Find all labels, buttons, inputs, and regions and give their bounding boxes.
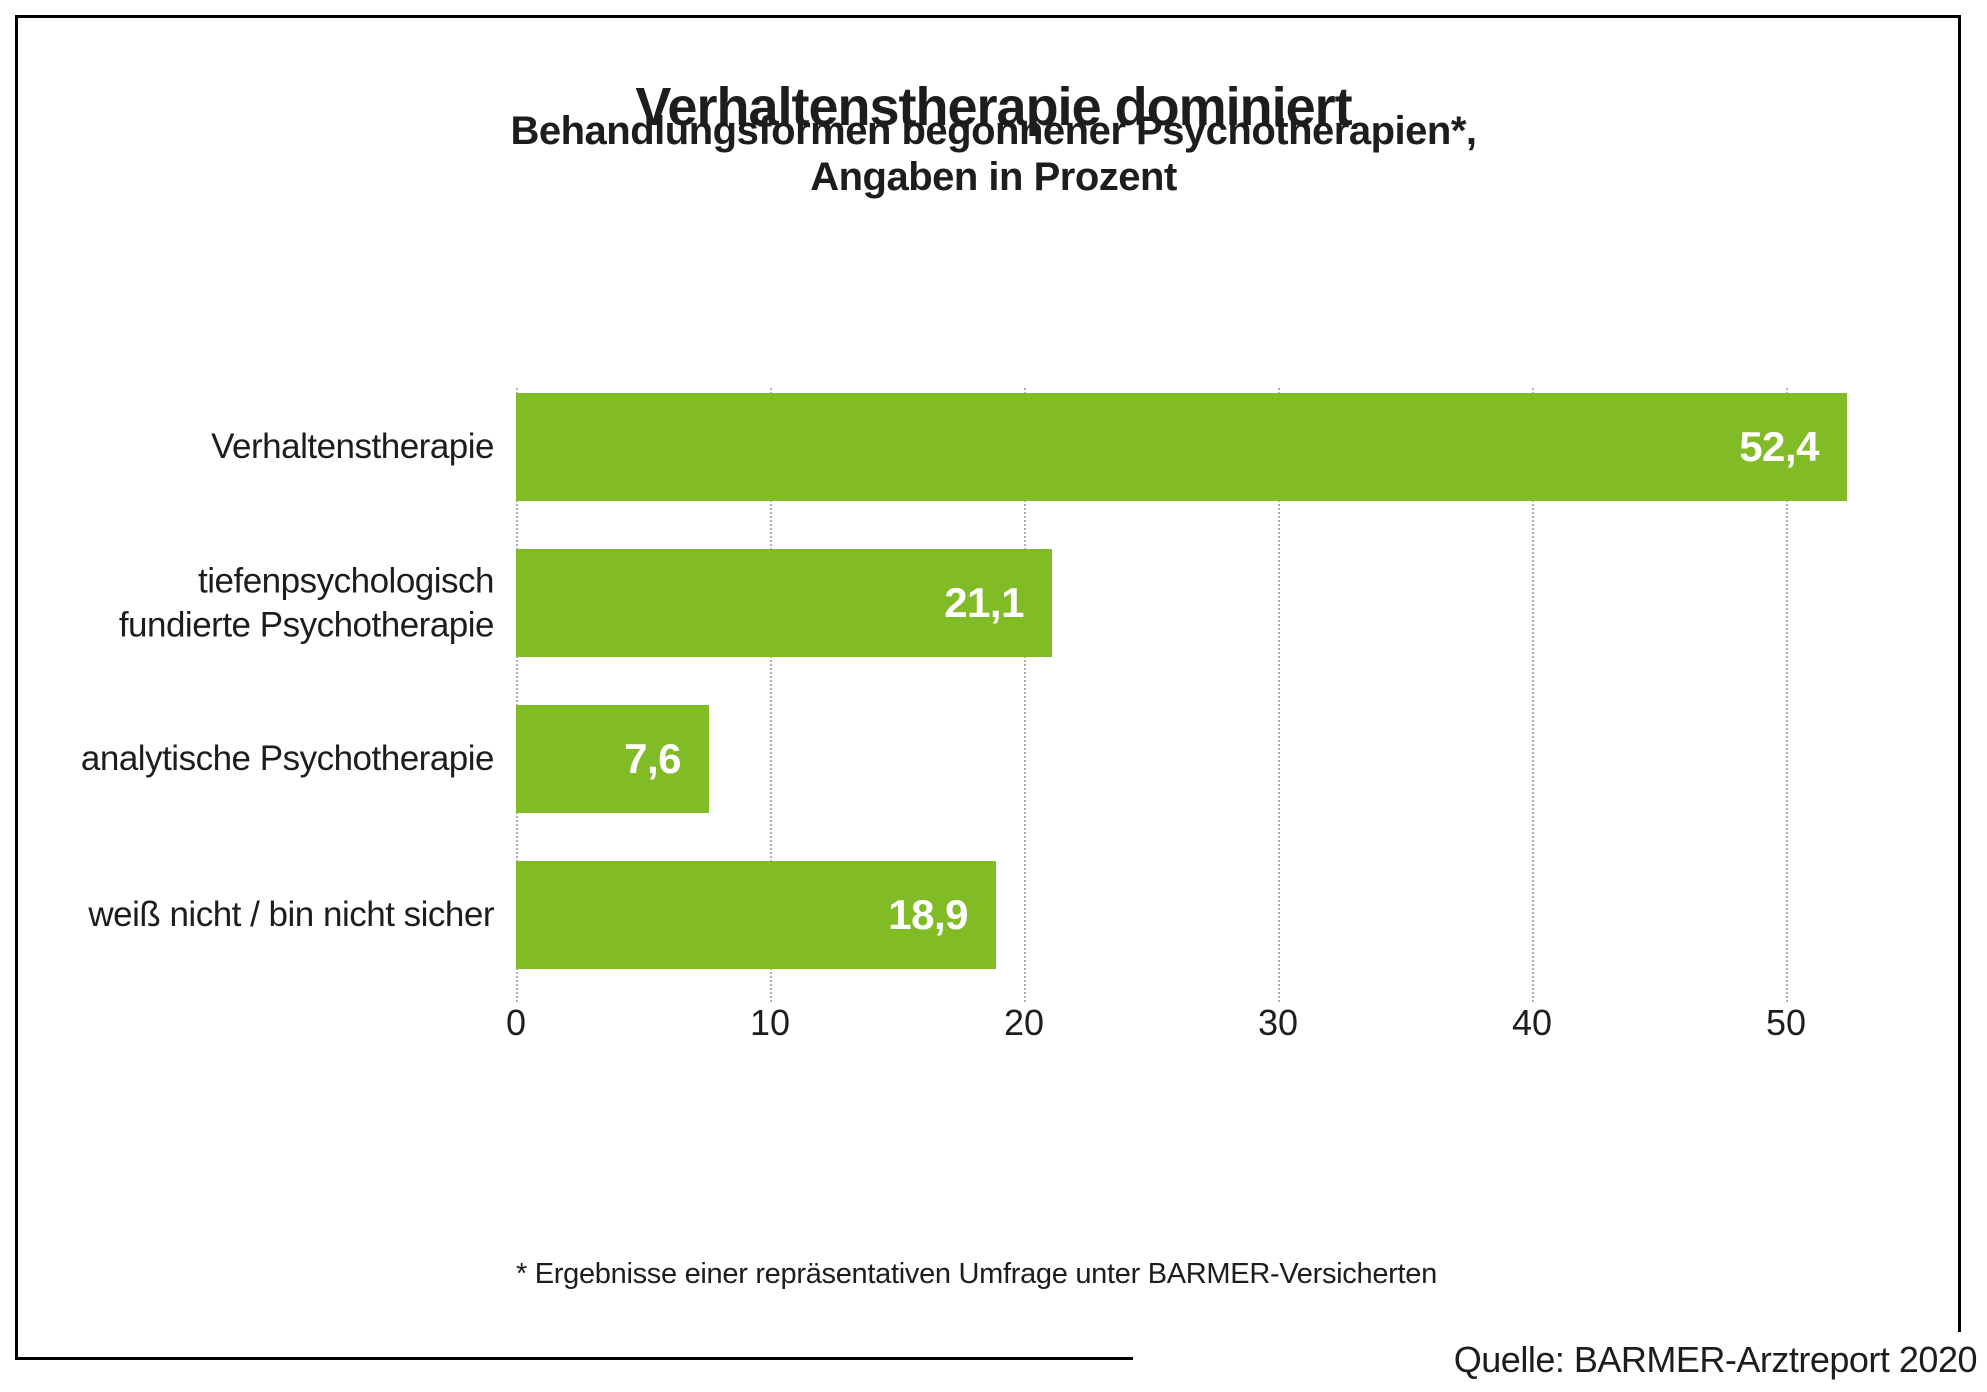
x-tick-label: 50 [1765,1002,1807,1043]
x-gridline [1278,388,1280,1002]
x-tick-label: 30 [1257,1002,1299,1043]
x-gridline [1532,388,1534,1002]
x-tick-label: 10 [749,1002,791,1043]
bar: 7,6 [516,705,710,813]
x-tick-label: 0 [505,1002,527,1043]
bar: 18,9 [516,861,997,969]
chart-subtitle: Behandlungsformen begonnener Psychothera… [510,109,1477,199]
chart-frame [15,15,1961,1360]
bar-label: Verhaltenstherapie [211,427,494,467]
bar: 52,4 [516,393,1847,501]
x-gridline [516,388,518,1002]
footnote: * Ergebnisse einer repräsentativen Umfra… [516,1258,1437,1290]
bar: 21,1 [516,549,1052,657]
bar-label: tiefenpsychologisch fundierte Psychother… [118,561,495,644]
bar-label: weiß nicht / bin nicht sicher [88,895,494,935]
bar-label: analytische Psychotherapie [80,739,495,779]
x-gridline [1786,388,1788,1002]
bar-value-label: 21,1 [944,579,1024,626]
source-caption: Quelle: BARMER-Arztreport 2020 [1133,1332,1978,1392]
x-tick-label: 40 [1511,1002,1553,1043]
bar-value-label: 52,4 [1739,423,1819,470]
bar-value-label: 18,9 [888,891,969,938]
x-gridline [1024,388,1026,1002]
page-title: Verhaltenstherapie dominiert [635,77,1352,138]
bar-value-label: 7,6 [624,735,682,782]
x-tick-label: 20 [1003,1002,1045,1043]
x-gridline [770,388,772,1002]
